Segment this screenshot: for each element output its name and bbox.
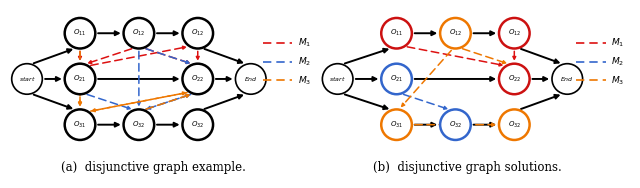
Text: $O_{22}$: $O_{22}$ (508, 74, 521, 84)
Text: $M_2$: $M_2$ (611, 56, 625, 68)
Ellipse shape (381, 109, 412, 140)
Ellipse shape (65, 64, 95, 94)
Text: $O_{31}$: $O_{31}$ (74, 120, 86, 130)
Text: $O_{12}$: $O_{12}$ (449, 28, 462, 38)
Ellipse shape (499, 18, 530, 49)
Ellipse shape (12, 64, 42, 94)
Ellipse shape (124, 109, 154, 140)
Text: $O_{12}$: $O_{12}$ (191, 28, 204, 38)
Ellipse shape (182, 18, 213, 49)
Text: $O_{11}$: $O_{11}$ (74, 28, 86, 38)
Ellipse shape (236, 64, 266, 94)
Text: $O_{32}$: $O_{32}$ (132, 120, 145, 130)
Text: $start$: $start$ (19, 75, 35, 83)
Text: (a)  disjunctive graph example.: (a) disjunctive graph example. (61, 161, 246, 174)
Text: $M_1$: $M_1$ (298, 37, 311, 49)
Ellipse shape (440, 109, 471, 140)
Text: $O_{31}$: $O_{31}$ (390, 120, 403, 130)
Text: $M_3$: $M_3$ (611, 74, 625, 87)
Text: $O_{12}$: $O_{12}$ (132, 28, 145, 38)
Ellipse shape (552, 64, 582, 94)
Text: (b)  disjunctive graph solutions.: (b) disjunctive graph solutions. (373, 161, 561, 174)
Ellipse shape (182, 109, 213, 140)
Ellipse shape (499, 109, 530, 140)
Text: $M_3$: $M_3$ (298, 74, 311, 87)
Ellipse shape (323, 64, 353, 94)
Text: $End$: $End$ (244, 75, 258, 83)
Text: $O_{32}$: $O_{32}$ (508, 120, 521, 130)
Text: $O_{11}$: $O_{11}$ (390, 28, 403, 38)
Text: $O_{12}$: $O_{12}$ (508, 28, 521, 38)
Text: $O_{32}$: $O_{32}$ (191, 120, 204, 130)
Text: $O_{21}$: $O_{21}$ (74, 74, 86, 84)
Text: $O_{32}$: $O_{32}$ (449, 120, 462, 130)
Text: $O_{22}$: $O_{22}$ (191, 74, 204, 84)
Ellipse shape (440, 18, 471, 49)
Text: $M_1$: $M_1$ (611, 37, 625, 49)
Ellipse shape (65, 109, 95, 140)
Ellipse shape (381, 64, 412, 94)
Text: $End$: $End$ (561, 75, 574, 83)
Text: $M_2$: $M_2$ (298, 56, 311, 68)
Ellipse shape (381, 18, 412, 49)
Ellipse shape (499, 64, 530, 94)
Ellipse shape (124, 18, 154, 49)
Text: $O_{21}$: $O_{21}$ (390, 74, 403, 84)
Text: $start$: $start$ (330, 75, 346, 83)
Ellipse shape (182, 64, 213, 94)
Ellipse shape (65, 18, 95, 49)
